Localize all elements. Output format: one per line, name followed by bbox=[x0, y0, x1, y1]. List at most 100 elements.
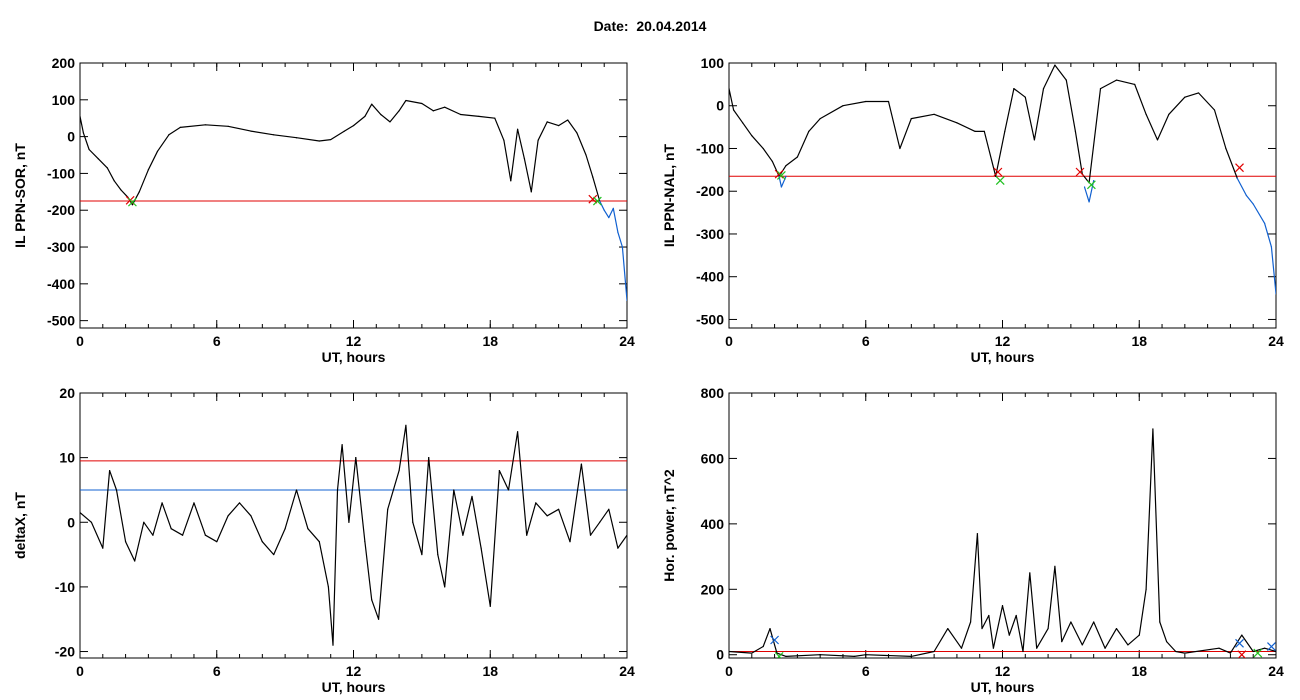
plot-frame bbox=[728, 62, 1277, 329]
marker-red bbox=[993, 167, 1003, 177]
page-title: Date: 20.04.2014 bbox=[0, 18, 1300, 34]
data-point bbox=[460, 113, 462, 116]
data-point bbox=[1036, 647, 1038, 649]
data-point bbox=[273, 134, 275, 136]
data-point bbox=[1145, 113, 1147, 115]
data-point bbox=[102, 547, 104, 549]
data-point bbox=[585, 154, 587, 156]
data-point bbox=[421, 102, 423, 105]
data-point bbox=[364, 115, 366, 117]
data-point bbox=[995, 175, 997, 177]
plot-area bbox=[80, 424, 627, 646]
y-axis-label: IL PPN-SOR, nT bbox=[12, 143, 28, 248]
data-point bbox=[273, 553, 275, 556]
data-point bbox=[115, 489, 118, 491]
x-tick-label: 18 bbox=[1131, 333, 1147, 349]
y-tick-label: -500 bbox=[47, 313, 75, 329]
data-point bbox=[1127, 644, 1129, 646]
data-point bbox=[261, 541, 263, 543]
data-point bbox=[355, 457, 357, 459]
data-point bbox=[1115, 79, 1118, 81]
y-tick-label: 20 bbox=[59, 385, 75, 401]
y-tick-label: 10 bbox=[59, 450, 75, 466]
data-point bbox=[332, 644, 334, 646]
data-point bbox=[742, 122, 744, 124]
data-point bbox=[471, 495, 473, 498]
data-point bbox=[389, 121, 391, 123]
data-point bbox=[421, 553, 423, 556]
data-point bbox=[865, 100, 867, 103]
y-tick-label: -400 bbox=[47, 276, 75, 292]
marker-green bbox=[1253, 648, 1263, 658]
data-point bbox=[250, 130, 252, 132]
data-point bbox=[992, 647, 994, 649]
data-point bbox=[1004, 130, 1006, 132]
data-point bbox=[796, 156, 798, 158]
data-point bbox=[1093, 179, 1095, 182]
data-point bbox=[227, 515, 229, 517]
data-point bbox=[1104, 647, 1106, 649]
x-axis-label: UT, hours bbox=[322, 349, 386, 365]
data-point bbox=[168, 134, 170, 136]
data-point bbox=[626, 299, 627, 301]
x-tick-label: 24 bbox=[619, 333, 635, 349]
data-point bbox=[380, 113, 382, 116]
data-point bbox=[1054, 64, 1056, 66]
data-point bbox=[1008, 634, 1010, 636]
data-point bbox=[387, 508, 389, 510]
data-point bbox=[933, 650, 935, 653]
data-point bbox=[1275, 293, 1276, 295]
marker-red bbox=[588, 194, 598, 204]
data-point bbox=[1236, 177, 1238, 180]
data-point bbox=[969, 621, 972, 623]
data-point bbox=[90, 521, 92, 523]
x-tick-label: 12 bbox=[346, 333, 362, 349]
data-point bbox=[143, 521, 145, 523]
data-point bbox=[82, 132, 85, 134]
data-point bbox=[1245, 194, 1247, 197]
data-point bbox=[1134, 83, 1136, 85]
data-point bbox=[819, 654, 821, 656]
data-point bbox=[853, 655, 855, 657]
data-point bbox=[307, 528, 309, 530]
data-point bbox=[526, 534, 528, 536]
series-line-black bbox=[80, 99, 601, 206]
data-point bbox=[227, 125, 229, 127]
data-point bbox=[1042, 88, 1045, 90]
marker-red bbox=[1237, 650, 1247, 658]
data-point bbox=[327, 586, 330, 588]
data-point bbox=[1029, 572, 1031, 574]
data-point bbox=[1264, 647, 1266, 649]
marker-green bbox=[995, 176, 1005, 185]
data-point bbox=[510, 180, 512, 182]
x-tick-label: 6 bbox=[213, 333, 221, 349]
date-label: Date: bbox=[593, 18, 629, 34]
data-point bbox=[138, 191, 140, 193]
data-point bbox=[170, 528, 172, 530]
data-point bbox=[1081, 644, 1083, 646]
data-point bbox=[489, 605, 491, 607]
y-tick-label: -100 bbox=[696, 140, 724, 156]
marker-blue bbox=[1267, 642, 1276, 651]
data-point bbox=[398, 469, 400, 472]
y-tick-label: -100 bbox=[47, 165, 75, 181]
data-point bbox=[1156, 139, 1159, 141]
data-point bbox=[478, 115, 480, 117]
x-axis-label: UT, hours bbox=[971, 349, 1035, 365]
data-point bbox=[480, 547, 482, 549]
marker-blue bbox=[770, 635, 780, 645]
data-point bbox=[503, 139, 505, 141]
data-point bbox=[88, 148, 90, 151]
data-point bbox=[981, 627, 983, 630]
data-point bbox=[398, 110, 400, 112]
data-point bbox=[589, 534, 592, 536]
data-point bbox=[1252, 203, 1254, 205]
data-point bbox=[179, 126, 181, 129]
data-point bbox=[330, 138, 332, 141]
data-point bbox=[530, 191, 532, 193]
data-point bbox=[535, 502, 537, 504]
data-point bbox=[1241, 634, 1243, 636]
data-point bbox=[437, 553, 439, 556]
plot-area bbox=[729, 64, 1276, 295]
